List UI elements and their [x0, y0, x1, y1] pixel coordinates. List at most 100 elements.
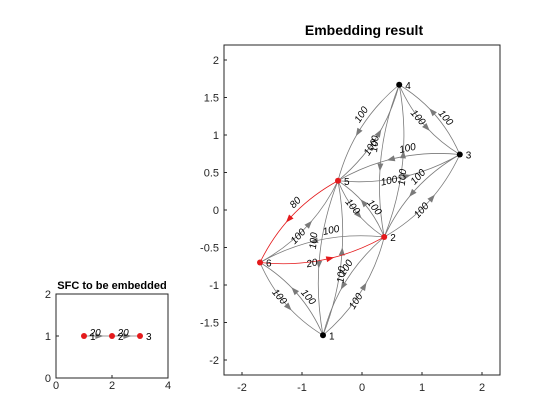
edge-arrow: [427, 194, 435, 203]
x-tick-label: 2: [109, 380, 115, 392]
edge-arrow: [95, 333, 104, 339]
edges: [259, 84, 461, 336]
edge-arrow: [304, 220, 313, 229]
node-label: 3: [146, 332, 152, 343]
edge-arrow: [123, 333, 132, 339]
x-tick-label: 2: [479, 382, 485, 394]
x-tick-label: -1: [297, 382, 307, 394]
edge-arrow: [283, 302, 292, 311]
edge-weight-label: 20: [89, 328, 102, 339]
edge-arrow: [386, 155, 396, 162]
edge-line: [383, 154, 460, 238]
node-marker: [456, 151, 463, 158]
edge-line: [337, 154, 460, 183]
edges: [84, 333, 140, 339]
node-label: 4: [405, 81, 411, 92]
edge-weight-label: 100: [369, 135, 382, 153]
edge-weight-label: 100: [322, 224, 341, 238]
edge-line: [259, 180, 339, 263]
y-tick-label: 2: [213, 55, 219, 67]
nodes: 1 2 3: [81, 332, 152, 343]
edge-weight-label: 20: [117, 328, 130, 339]
edge-arrow: [360, 199, 369, 208]
edge-line: [322, 236, 385, 336]
edge-arrow: [402, 174, 411, 180]
node-marker: [381, 234, 388, 240]
edge-weight-label: 100: [336, 265, 349, 283]
edge-line: [337, 153, 460, 182]
y-tick-label: -2: [209, 355, 219, 367]
edge-line: [337, 84, 400, 182]
node-marker: [137, 333, 143, 339]
edge-arrow: [409, 188, 417, 197]
edge-weight-label: 20: [304, 257, 319, 270]
edge-arrow: [355, 127, 363, 137]
edge-arrow: [338, 247, 345, 256]
y-tick-label: 0: [213, 205, 219, 217]
edge-arrow: [429, 108, 437, 117]
node-marker: [396, 81, 403, 88]
y-tick-label: -1.5: [200, 318, 219, 330]
edge-line: [383, 84, 405, 238]
edge-arrow: [422, 122, 430, 131]
edge-line: [384, 154, 461, 238]
y-tick-label: -0.5: [200, 243, 219, 255]
edge-line: [322, 236, 385, 336]
edge-labels: 20 20: [89, 328, 130, 339]
edge-arrow: [340, 281, 348, 290]
edge-weight-label: 100: [308, 232, 321, 250]
edge-line: [259, 262, 324, 336]
node-label: 1: [90, 332, 96, 343]
edge-line: [379, 84, 400, 238]
edge-weight-label: 100: [398, 142, 417, 156]
embedding-chart-title: Embedding result: [305, 22, 424, 38]
node-label: 2: [118, 332, 124, 343]
x-tick-label: 4: [165, 380, 171, 392]
node-marker: [257, 259, 263, 266]
edge-weight-label: 100: [380, 174, 399, 188]
node-label: 3: [466, 151, 472, 162]
node-label: 6: [266, 259, 272, 270]
edge-line: [322, 180, 344, 336]
edge-line: [259, 262, 324, 336]
y-tick-label: 1: [213, 130, 219, 142]
edge-arrow: [309, 237, 319, 244]
edge-arrow: [377, 163, 384, 172]
edge-arrow: [291, 287, 300, 296]
edge-line: [398, 84, 461, 155]
node-marker: [109, 333, 115, 339]
embedding-axes-box: [223, 44, 501, 376]
x-tick-label: 0: [53, 380, 59, 392]
edge-line: [259, 235, 385, 263]
node-label: 5: [344, 177, 350, 188]
edge-line: [259, 236, 385, 265]
sfc-chart-title: SFC to be embedded: [57, 280, 166, 292]
x-tick-label: 1: [419, 382, 425, 394]
edge-line: [317, 180, 339, 336]
node-marker: [81, 333, 87, 339]
edge-line: [337, 84, 400, 181]
node-marker: [335, 177, 341, 184]
x-tick-label: -2: [237, 382, 247, 394]
edge-line: [259, 180, 339, 263]
y-tick-label: 0.5: [204, 168, 219, 180]
nodes: 1 2 3 4 5 6: [257, 81, 472, 342]
edge-arrow: [354, 210, 362, 219]
node-marker: [320, 332, 326, 339]
y-tick-label: 1: [45, 331, 51, 343]
node-label: 1: [329, 331, 335, 342]
edge-arrow: [359, 282, 367, 292]
edge-weight-label: 100: [397, 168, 410, 186]
y-tick-label: -1: [209, 280, 219, 292]
y-tick-label: 2: [45, 289, 51, 301]
edge-arrow: [374, 129, 382, 138]
edge-line: [398, 84, 461, 155]
edge-arrow: [325, 256, 335, 263]
embedding-chart: Embedding result -2 -1 0 1 2 -2 -1.5 -1 -0.5 0 0.5…: [200, 22, 501, 394]
edge-arrow: [316, 260, 323, 269]
y-tick-label: 0: [45, 373, 51, 385]
x-tick-label: 0: [359, 382, 365, 394]
